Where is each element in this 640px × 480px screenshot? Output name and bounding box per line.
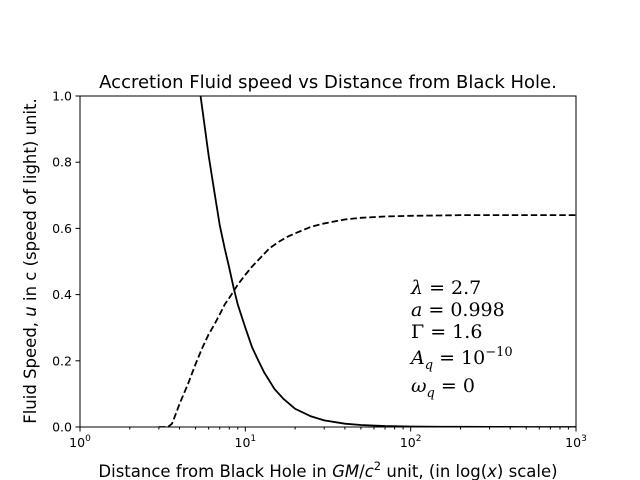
x-tick-exponent: 0 <box>85 434 91 444</box>
x-tick-base: 10 <box>235 435 251 450</box>
lambda-value: = 2.7 <box>423 277 481 299</box>
y-tick-label: 1.0 <box>52 89 72 104</box>
x-tick-base: 10 <box>565 435 581 450</box>
y-tick-label: 0.6 <box>52 221 72 236</box>
x-tick-exponent: 1 <box>250 434 256 444</box>
plot-frame <box>79 95 577 428</box>
x-tick-exponent: 3 <box>581 434 587 444</box>
x-axis-label: Distance from Black Hole in GM/c2 unit, … <box>98 459 557 480</box>
parameter-annotation: λ = 2.7 a = 0.998 Γ = 1.6 Aq = 10−10 ωq … <box>409 277 513 401</box>
annotation-omega: ωq = 0 <box>411 375 475 401</box>
gamma-symbol: Γ <box>411 321 424 343</box>
annotation-a: a = 0.998 <box>411 299 505 321</box>
y-axis-label: Fluid Speed, u in c (speed of light) uni… <box>21 98 40 424</box>
aq-value: = 10 <box>433 347 485 369</box>
omega-symbol: ω <box>411 375 427 397</box>
series-line-dashed <box>158 214 576 427</box>
a-value: = 0.998 <box>422 299 504 321</box>
y-tick-label: 0.8 <box>52 155 72 170</box>
x-axis-ticks: 100 101 102 103 <box>69 427 587 450</box>
x-label-exp: 2 <box>374 459 381 473</box>
annotation-aq: Aq = 10−10 <box>409 345 513 373</box>
x-tick-base: 10 <box>400 435 416 450</box>
aq-symbol: A <box>409 347 425 369</box>
y-tick-label: 0.2 <box>52 353 72 368</box>
y-tick-label: 0.0 <box>52 420 72 435</box>
y-label-pre: Fluid Speed, <box>21 317 40 424</box>
gamma-value: = 1.6 <box>424 321 482 343</box>
x-tick-label: 101 <box>235 434 257 450</box>
y-tick-label: 0.4 <box>52 287 72 302</box>
x-label-c: c <box>365 462 374 480</box>
aq-exponent: −10 <box>485 345 512 360</box>
lambda-symbol: λ <box>410 277 423 299</box>
x-label-post: ) scale) <box>497 462 558 480</box>
aq-subscript: q <box>425 358 433 373</box>
x-label-var: x <box>486 462 497 480</box>
omega-value: = 0 <box>435 375 475 397</box>
x-tick-exponent: 2 <box>416 434 422 444</box>
x-tick-label: 102 <box>400 434 422 450</box>
x-tick-label: 100 <box>69 434 91 450</box>
annotation-lambda: λ = 2.7 <box>410 277 481 299</box>
y-label-post: in c (speed of light) unit. <box>21 98 40 306</box>
y-label-var: u <box>21 306 40 316</box>
x-label-pre: Distance from Black Hole in <box>98 462 332 480</box>
x-tick-base: 10 <box>69 435 85 450</box>
x-label-gm: GM <box>332 462 359 480</box>
omega-subscript: q <box>427 386 435 401</box>
x-label-slash: / <box>359 462 365 480</box>
a-symbol: a <box>411 299 422 321</box>
x-label-mid: unit, (in log( <box>381 462 487 480</box>
chart-title: Accretion Fluid speed vs Distance from B… <box>99 72 557 93</box>
y-axis-ticks: 0.0 0.2 0.4 0.6 0.8 1.0 <box>52 89 80 435</box>
annotation-gamma: Γ = 1.6 <box>411 321 482 343</box>
x-tick-label: 103 <box>565 434 587 450</box>
